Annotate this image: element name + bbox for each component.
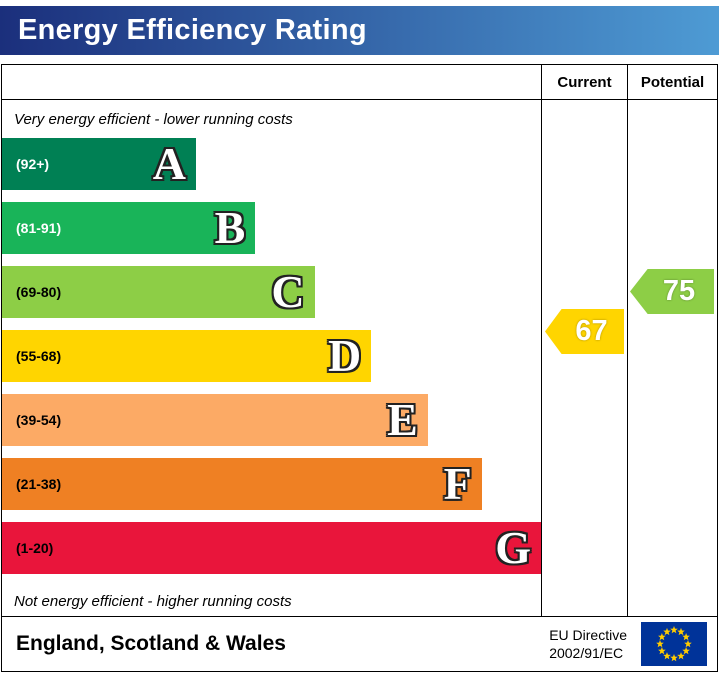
band-bar-c: (69-80) C	[2, 266, 315, 318]
band-range-label: (21-38)	[16, 476, 62, 492]
band-row-e: (39-54) E	[2, 394, 541, 446]
band-letter: A	[152, 138, 187, 189]
current-column: Current 67	[541, 65, 627, 616]
band-bar-b: (81-91) B	[2, 202, 256, 254]
band-range-label: (92+)	[16, 156, 50, 172]
band-bar-d: (55-68) D	[2, 330, 372, 382]
band-letter: F	[443, 458, 472, 509]
epc-rating-box: Very energy efficient - lower running co…	[1, 64, 718, 672]
band-row-a: (92+) A	[2, 138, 541, 190]
eu-flag-icon	[641, 622, 707, 666]
band-range-label: (55-68)	[16, 348, 62, 364]
band-row-f: (21-38) F	[2, 458, 541, 510]
epc-chart: Very energy efficient - lower running co…	[2, 65, 717, 617]
band-letter: D	[327, 330, 362, 381]
band-letter: E	[387, 394, 418, 445]
page-title: Energy Efficiency Rating	[18, 14, 367, 46]
band-bar-e: (39-54) E	[2, 394, 428, 446]
band-bar-f: (21-38) F	[2, 458, 482, 510]
bottom-annotation: Not energy efficient - higher running co…	[14, 592, 292, 610]
band-row-g: (1-20) G	[2, 522, 541, 574]
band-letter: G	[495, 522, 531, 573]
region-label: England, Scotland & Wales	[16, 632, 286, 655]
band-row-d: (55-68) D	[2, 330, 541, 382]
band-bar-g: (1-20) G	[2, 522, 541, 574]
band-row-c: (69-80) C	[2, 266, 541, 318]
current-value: 67	[575, 315, 608, 347]
bands-column-header	[2, 65, 541, 100]
band-range-label: (69-80)	[16, 284, 62, 300]
top-annotation: Very energy efficient - lower running co…	[14, 110, 293, 128]
band-letter: B	[214, 202, 246, 253]
potential-value: 75	[662, 275, 696, 307]
band-range-label: (81-91)	[16, 220, 62, 236]
title-banner: Energy Efficiency Rating	[0, 6, 719, 55]
potential-column: Potential 75	[627, 65, 717, 616]
current-column-header: Current	[542, 65, 627, 100]
potential-column-body: 75	[628, 100, 717, 616]
potential-column-header: Potential	[628, 65, 717, 100]
band-letter: C	[271, 266, 305, 317]
eu-directive-line2: 2002/91/EC	[549, 645, 624, 661]
eu-directive-label: EU Directive 2002/91/EC	[549, 626, 627, 662]
footer: England, Scotland & Wales EU Directive 2…	[2, 617, 717, 671]
current-value-pointer: 67	[545, 309, 624, 354]
band-range-label: (1-20)	[16, 540, 54, 556]
band-bar-a: (92+) A	[2, 138, 197, 190]
band-range-label: (39-54)	[16, 412, 62, 428]
eu-directive-line1: EU Directive	[549, 626, 627, 643]
potential-value-pointer: 75	[630, 269, 714, 314]
bands-column: Very energy efficient - lower running co…	[2, 65, 541, 616]
bands-area: Very energy efficient - lower running co…	[2, 100, 541, 616]
band-row-b: (81-91) B	[2, 202, 541, 254]
current-column-body: 67	[542, 100, 627, 616]
